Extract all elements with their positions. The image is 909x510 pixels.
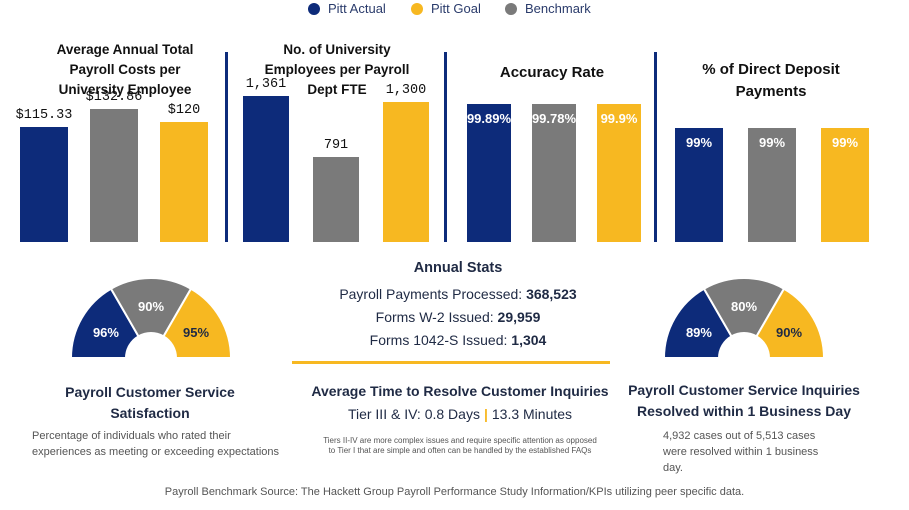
gauge-value-label: 90% xyxy=(138,299,164,314)
legend-dot-icon xyxy=(308,2,320,15)
tier-separator: | xyxy=(483,406,488,422)
stat-payments: Payroll Payments Processed: 368,523 xyxy=(300,286,616,302)
legend-item-benchmark: Benchmark xyxy=(505,1,591,16)
gauge-sector-pitt-goal xyxy=(755,287,826,359)
resolved-title-line: Resolved within 1 Business Day xyxy=(637,403,851,419)
satisfaction-gauge: 96% 90% 95% xyxy=(69,278,233,359)
bar-value-label: 99.9% xyxy=(600,111,638,126)
stat-value: 29,959 xyxy=(497,309,541,325)
gauge-value-label: 90% xyxy=(776,325,802,340)
legend-label: Pitt Actual xyxy=(328,1,386,16)
satisfaction-title: Payroll Customer Service Satisfaction xyxy=(30,382,270,424)
bar-benchmark xyxy=(748,128,796,242)
bar-benchmark xyxy=(313,157,359,242)
employees-chart-title: No. of University Employees per Payroll … xyxy=(232,40,442,100)
stat-label: Payroll Payments Processed: xyxy=(339,286,527,302)
bar-pitt-actual xyxy=(20,127,68,242)
divider xyxy=(444,52,447,242)
source-note: Payroll Benchmark Source: The Hackett Gr… xyxy=(164,486,745,498)
legend-item-pitt-goal: Pitt Goal xyxy=(411,1,481,16)
deposit-chart-title: % of Direct Deposit Payments xyxy=(660,59,882,103)
resolved-title: Payroll Customer Service Inquiries Resol… xyxy=(624,380,864,422)
accuracy-title-line: Accuracy Rate xyxy=(499,64,605,81)
emp-title-line: No. of University xyxy=(283,42,391,57)
gauge-value-label: 95% xyxy=(183,325,209,340)
stat-value: 1,304 xyxy=(511,332,547,348)
deposit-title-line: Payments xyxy=(735,83,807,100)
satisfaction-desc-line: Percentage of individuals who rated thei… xyxy=(32,430,231,442)
cases-line: 4,932 cases out of 5,513 cases xyxy=(663,430,816,442)
bar-benchmark xyxy=(90,109,138,242)
bar-value-label: 99% xyxy=(831,135,859,150)
bar-pitt-goal xyxy=(383,102,429,242)
cost-title-line: Average Annual Total xyxy=(56,42,194,57)
stat-label: Forms 1042-S Issued: xyxy=(369,332,512,348)
tier-note-line: to Tier I that are simple and often can … xyxy=(328,446,592,455)
bar-pitt-actual xyxy=(467,104,511,242)
cases-line: day. xyxy=(663,462,683,474)
resolved-title-line: Payroll Customer Service Inquiries xyxy=(628,382,860,398)
gauge-value-label: 96% xyxy=(93,325,119,340)
bar-value-label: 1,361 xyxy=(245,77,287,92)
bar-value-label: 99.78% xyxy=(531,111,577,126)
tier-note-line: Tiers II-IV are more complex issues and … xyxy=(323,436,597,445)
legend-label: Benchmark xyxy=(525,1,591,16)
stat-w2: Forms W-2 Issued: 29,959 xyxy=(300,309,616,325)
accuracy-chart-title: Accuracy Rate xyxy=(452,62,652,84)
legend-item-pitt-actual: Pitt Actual xyxy=(308,1,386,16)
satisfaction-desc-line: experiences as meeting or exceeding expe… xyxy=(32,446,280,458)
bar-benchmark xyxy=(532,104,576,242)
gauge-value-label: 89% xyxy=(686,325,712,340)
bar-value-label: 791 xyxy=(323,138,349,153)
legend-dot-icon xyxy=(411,2,423,15)
deposit-title-line: % of Direct Deposit xyxy=(702,61,840,78)
gauge-sector-pitt-actual xyxy=(69,287,140,359)
tier-days: Tier III & IV: 0.8 Days xyxy=(347,406,480,422)
cases-line: were resolved within 1 business xyxy=(663,446,819,458)
cost-title-line: University Employee xyxy=(58,82,192,97)
satisfaction-description: Percentage of individuals who rated thei… xyxy=(10,428,312,460)
bar-pitt-goal xyxy=(160,122,208,242)
tier-minutes: 13.3 Minutes xyxy=(491,406,573,422)
bar-value-label: $115.33 xyxy=(15,108,73,123)
gauge-sector-pitt-actual xyxy=(662,287,733,359)
divider xyxy=(225,52,228,242)
resolve-time-title: Average Time to Resolve Customer Inquiri… xyxy=(311,383,609,399)
resolved-gauge: 89% 80% 90% xyxy=(662,278,826,359)
stat-value: 368,523 xyxy=(526,286,577,302)
gauge-sector-pitt-goal xyxy=(162,287,233,359)
bar-value-label: 1,300 xyxy=(385,83,427,98)
gold-divider xyxy=(292,361,610,364)
satisfaction-title-line: Payroll Customer Service xyxy=(65,384,235,400)
tier-note: Tiers II-IV are more complex issues and … xyxy=(295,436,625,456)
bar-pitt-actual xyxy=(243,96,289,242)
legend-label: Pitt Goal xyxy=(431,1,481,16)
resolved-cases: 4,932 cases out of 5,513 cases were reso… xyxy=(663,428,863,476)
cost-title-line: Payroll Costs per xyxy=(69,62,181,77)
stat-1042s: Forms 1042-S Issued: 1,304 xyxy=(300,332,616,348)
bar-value-label: 99% xyxy=(758,135,786,150)
legend-dot-icon xyxy=(505,2,517,15)
bar-pitt-goal xyxy=(821,128,869,242)
satisfaction-title-line: Satisfaction xyxy=(110,405,190,421)
gauge-value-label: 80% xyxy=(731,299,757,314)
legend: Pitt Actual Pitt Goal Benchmark xyxy=(0,0,909,20)
divider xyxy=(654,52,657,242)
tier-times: Tier III & IV: 0.8 Days | 13.3 Minutes xyxy=(290,406,630,422)
bar-pitt-actual xyxy=(675,128,723,242)
bar-pitt-goal xyxy=(597,104,641,242)
bar-value-label: 99.89% xyxy=(466,111,512,126)
cost-chart-title: Average Annual Total Payroll Costs per U… xyxy=(20,40,230,100)
emp-title-line: Employees per Payroll xyxy=(264,62,410,77)
emp-title-line: Dept FTE xyxy=(307,82,367,97)
stat-label: Forms W-2 Issued: xyxy=(375,309,498,325)
bar-value-label: $120 xyxy=(167,103,201,118)
bar-value-label: $132.86 xyxy=(85,90,143,105)
bar-value-label: 99% xyxy=(685,135,713,150)
annual-stats-title: Annual Stats xyxy=(413,260,503,276)
